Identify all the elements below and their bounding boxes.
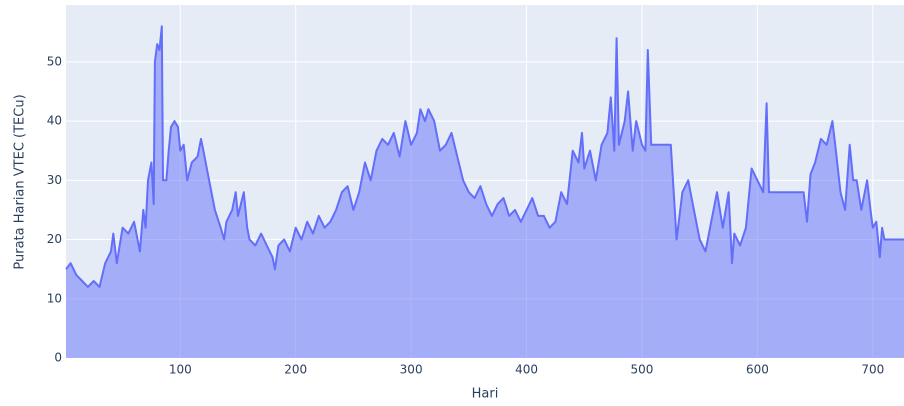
y-tick-label: 10: [47, 291, 62, 305]
x-tick-label: 200: [284, 363, 307, 377]
x-tick-label: 600: [746, 363, 769, 377]
y-tick-label: 20: [47, 232, 62, 246]
y-tick-label: 50: [47, 54, 62, 68]
x-tick-label: 400: [515, 363, 538, 377]
y-tick-label: 30: [47, 173, 62, 187]
y-axis-title: Purata Harian VTEC (TECu): [13, 94, 28, 269]
x-tick-label: 300: [400, 363, 423, 377]
x-tick-label: 100: [169, 363, 192, 377]
y-tick-label: 0: [54, 351, 62, 365]
y-tick-label: 40: [47, 114, 62, 128]
x-tick-label: 700: [861, 363, 884, 377]
area-line: [65, 25, 904, 288]
x-tick-label: 500: [631, 363, 654, 377]
area-fill: [66, 26, 904, 359]
x-axis-title: Hari: [472, 387, 499, 402]
